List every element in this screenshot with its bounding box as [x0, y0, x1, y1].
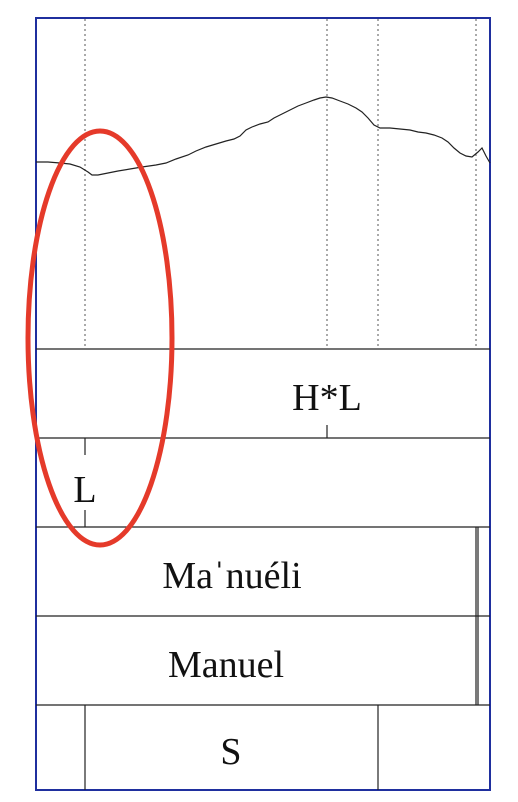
highlight-ellipse	[25, 128, 175, 548]
tier-point-ticks	[84, 425, 328, 527]
word-label-manueli: Maˈnuéli	[162, 555, 301, 597]
tone-label-l: L	[73, 469, 96, 511]
interval-boundaries	[84, 527, 479, 790]
syllable-label-s: S	[220, 731, 241, 773]
tier-boundaries	[36, 348, 490, 706]
figure-frame	[35, 17, 491, 791]
tone-label-hl: H*L	[292, 377, 362, 419]
word-label-manuel: Manuel	[168, 644, 284, 686]
pitch-contour	[36, 96, 491, 176]
